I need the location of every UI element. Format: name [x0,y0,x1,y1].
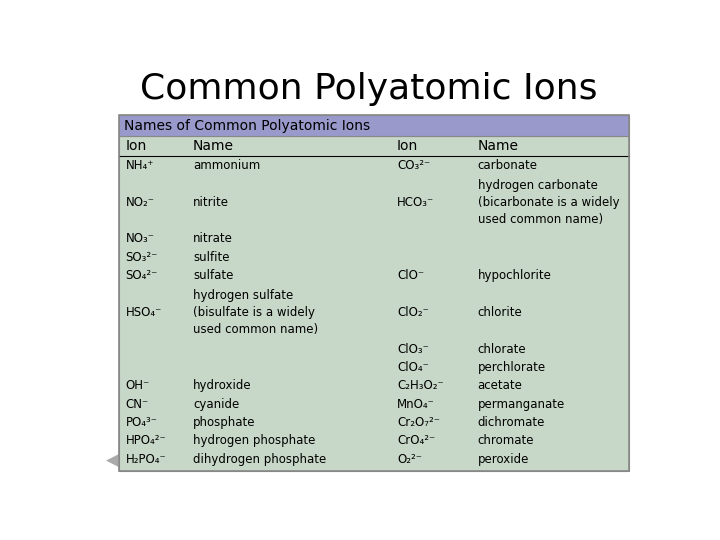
Text: SO₄²⁻: SO₄²⁻ [126,269,158,282]
Text: Common Polyatomic Ions: Common Polyatomic Ions [140,72,598,106]
Text: dihydrogen phosphate: dihydrogen phosphate [193,453,326,465]
Text: hydrogen sulfate
(bisulfate is a widely
used common name): hydrogen sulfate (bisulfate is a widely … [193,289,318,336]
Text: MnO₄⁻: MnO₄⁻ [397,397,435,410]
Bar [120,137,629,471]
Text: Name: Name [193,139,234,153]
Text: nitrate: nitrate [193,233,233,246]
Text: HSO₄⁻: HSO₄⁻ [126,306,162,319]
Text: acetate: acetate [477,379,523,392]
Text: chromate: chromate [477,434,534,447]
Text: peroxide: peroxide [477,453,529,465]
Text: hydroxide: hydroxide [193,379,252,392]
Text: HPO₄²⁻: HPO₄²⁻ [126,434,166,447]
Text: C₂H₃O₂⁻: C₂H₃O₂⁻ [397,379,444,392]
Text: SO₃²⁻: SO₃²⁻ [126,251,158,264]
Text: ClO₄⁻: ClO₄⁻ [397,361,429,374]
Bar [120,115,629,137]
Text: PO₄³⁻: PO₄³⁻ [126,416,158,429]
Text: Ion: Ion [126,139,147,153]
Text: chlorate: chlorate [477,342,526,355]
Text: hypochlorite: hypochlorite [477,269,552,282]
Text: CO₃²⁻: CO₃²⁻ [397,159,430,172]
Text: Names of Common Polyatomic Ions: Names of Common Polyatomic Ions [124,119,370,133]
Text: ammonium: ammonium [193,159,261,172]
Text: OH⁻: OH⁻ [126,379,150,392]
Text: perchlorate: perchlorate [477,361,546,374]
Text: O₂²⁻: O₂²⁻ [397,453,422,465]
Text: sulfate: sulfate [193,269,233,282]
Text: ClO₃⁻: ClO₃⁻ [397,342,429,355]
Text: Ion: Ion [397,139,418,153]
Text: permanganate: permanganate [477,397,564,410]
Text: ClO⁻: ClO⁻ [397,269,424,282]
Bar [120,115,629,471]
Text: HCO₃⁻: HCO₃⁻ [397,196,434,209]
Text: hydrogen phosphate: hydrogen phosphate [193,434,315,447]
Text: Name: Name [477,139,518,153]
Text: sulfite: sulfite [193,251,230,264]
Text: NH₄⁺: NH₄⁺ [126,159,154,172]
Text: ClO₂⁻: ClO₂⁻ [397,306,429,319]
Text: nitrite: nitrite [193,196,229,209]
Text: CrO₄²⁻: CrO₄²⁻ [397,434,435,447]
Text: H₂PO₄⁻: H₂PO₄⁻ [126,453,166,465]
Text: carbonate: carbonate [477,159,538,172]
Text: hydrogen carbonate
(bicarbonate is a widely
used common name): hydrogen carbonate (bicarbonate is a wid… [477,179,619,226]
Text: dichromate: dichromate [477,416,545,429]
Text: CN⁻: CN⁻ [126,397,149,410]
Text: NO₂⁻: NO₂⁻ [126,196,155,209]
Text: chlorite: chlorite [477,306,522,319]
Text: Cr₂O₇²⁻: Cr₂O₇²⁻ [397,416,440,429]
Text: ◀: ◀ [106,453,118,470]
Text: NO₃⁻: NO₃⁻ [126,233,155,246]
Text: phosphate: phosphate [193,416,256,429]
Text: cyanide: cyanide [193,397,239,410]
